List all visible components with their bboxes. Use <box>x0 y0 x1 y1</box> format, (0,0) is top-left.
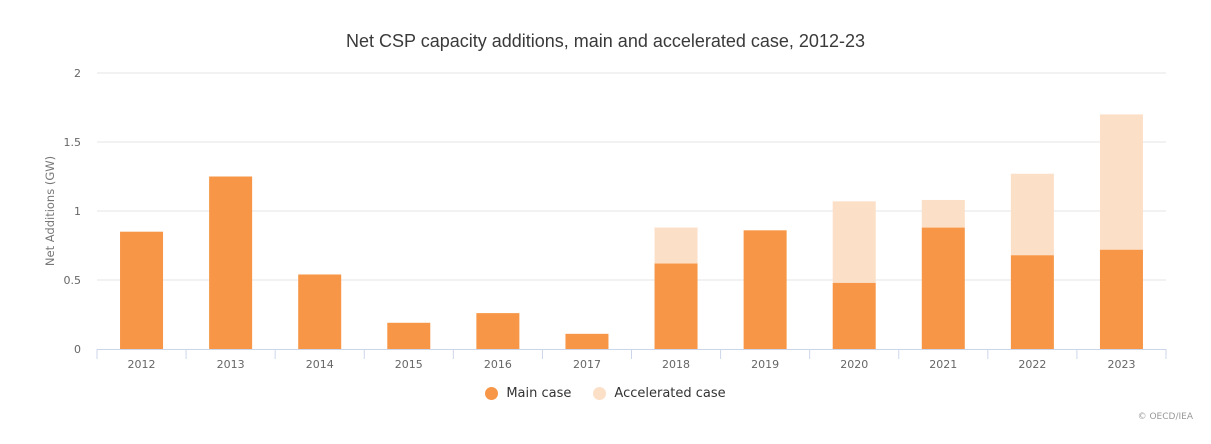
bars <box>120 114 1143 349</box>
bar-main-2015[interactable] <box>387 322 431 349</box>
gridlines <box>97 72 1166 281</box>
y-axis-ticks: 0 0.5 1 1.5 2 <box>64 67 82 356</box>
bar-main-2020[interactable] <box>832 282 876 349</box>
bar-main-2018[interactable] <box>654 263 698 349</box>
legend-marker-main-case <box>485 387 499 400</box>
x-tick-label: 2015 <box>395 358 423 371</box>
y-tick-label: 1 <box>74 205 81 218</box>
x-tick-label: 2023 <box>1107 358 1135 371</box>
x-tick-label: 2020 <box>840 358 868 371</box>
legend-marker-accelerated-case <box>593 387 607 400</box>
legend-item-main-case[interactable]: Main case <box>485 386 571 401</box>
x-tick-label: 2018 <box>662 358 690 371</box>
legend-item-accelerated-case[interactable]: Accelerated case <box>593 386 726 401</box>
bar-main-2023[interactable] <box>1099 249 1143 349</box>
x-axis: 2012 2013 2014 2015 2016 2017 2018 2019 2020 2021… <box>96 349 1167 371</box>
x-tick-label: 2012 <box>128 358 156 371</box>
bar-main-2019[interactable] <box>743 230 787 349</box>
bar-accelerated-2022[interactable] <box>1010 173 1054 256</box>
x-tick-label: 2014 <box>306 358 334 371</box>
credit: © OECD/IEA <box>1137 412 1193 422</box>
bar-main-2016[interactable] <box>476 313 520 349</box>
x-tick-label: 2013 <box>217 358 245 371</box>
bar-main-2021[interactable] <box>921 227 965 349</box>
bar-accelerated-2021[interactable] <box>921 199 965 228</box>
bar-main-2022[interactable] <box>1010 255 1054 349</box>
chart-title: Net CSP capacity additions, main and acc… <box>346 31 865 51</box>
bar-main-2013[interactable] <box>209 176 253 350</box>
x-tick-label: 2019 <box>751 358 779 371</box>
bar-accelerated-2018[interactable] <box>654 227 698 264</box>
x-tick-label: 2017 <box>573 358 601 371</box>
x-tick-label: 2021 <box>929 358 957 371</box>
bar-accelerated-2023[interactable] <box>1099 114 1143 250</box>
legend: Main case Accelerated case <box>0 386 1211 401</box>
bar-main-2012[interactable] <box>120 231 164 349</box>
y-tick-label: 0.5 <box>64 274 82 287</box>
y-tick-label: 1.5 <box>64 136 82 149</box>
bar-accelerated-2020[interactable] <box>832 201 876 283</box>
bar-main-2014[interactable] <box>298 274 342 349</box>
legend-label-main-case: Main case <box>506 386 572 401</box>
y-axis-label: Net Additions (GW) <box>43 156 57 266</box>
bar-main-2017[interactable] <box>565 333 609 349</box>
x-tick-label: 2022 <box>1018 358 1046 371</box>
x-tick-label: 2016 <box>484 358 512 371</box>
y-tick-label: 2 <box>74 67 81 80</box>
y-tick-label: 0 <box>74 343 81 356</box>
legend-label-accelerated-case: Accelerated case <box>614 386 726 401</box>
